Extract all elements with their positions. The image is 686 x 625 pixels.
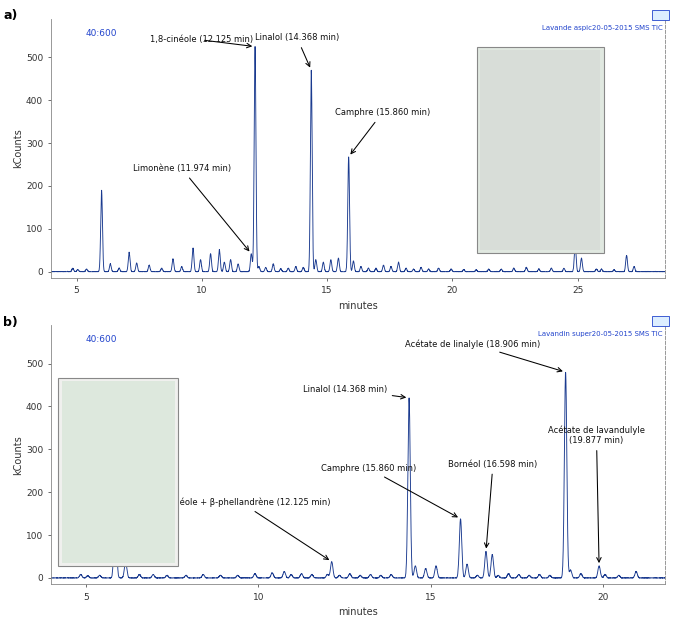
X-axis label: minutes: minutes xyxy=(339,301,378,311)
Y-axis label: kCounts: kCounts xyxy=(13,129,23,168)
Text: Linalol (14.368 min): Linalol (14.368 min) xyxy=(303,384,405,399)
Text: Lavandin super20-05-2015 SMS TIC: Lavandin super20-05-2015 SMS TIC xyxy=(538,331,663,338)
Text: Acétate de linalyle (18.906 min): Acétate de linalyle (18.906 min) xyxy=(405,339,562,372)
Text: 40:600: 40:600 xyxy=(85,335,117,344)
Text: 1,8-cinéole + β-phellandrène (12.125 min): 1,8-cinéole + β-phellandrène (12.125 min… xyxy=(152,498,331,559)
Text: Limonène (11.974 min): Limonène (11.974 min) xyxy=(132,164,249,251)
Text: Linalol (14.368 min): Linalol (14.368 min) xyxy=(255,33,339,67)
Text: Lavande aspic20-05-2015 SMS TIC: Lavande aspic20-05-2015 SMS TIC xyxy=(542,25,663,31)
Y-axis label: kCounts: kCounts xyxy=(13,435,23,474)
Text: a): a) xyxy=(3,9,18,22)
Text: Camphre (15.860 min): Camphre (15.860 min) xyxy=(321,464,457,517)
X-axis label: minutes: minutes xyxy=(339,608,378,618)
Text: 40:600: 40:600 xyxy=(85,29,117,38)
Text: Bornéol (16.598 min): Bornéol (16.598 min) xyxy=(449,459,538,548)
Text: Camphre (15.860 min): Camphre (15.860 min) xyxy=(335,108,430,154)
Text: b): b) xyxy=(3,316,19,329)
Text: Acétate de lavandulyle
(19.877 min): Acétate de lavandulyle (19.877 min) xyxy=(548,425,645,562)
Text: 1,8-cinéole (12.125 min): 1,8-cinéole (12.125 min) xyxy=(150,36,253,48)
